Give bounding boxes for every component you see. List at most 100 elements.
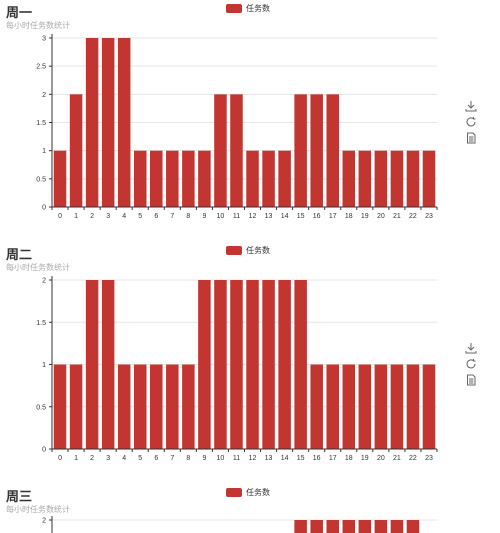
bar: [326, 364, 339, 449]
bar: [53, 150, 67, 207]
download-icon[interactable]: [463, 98, 479, 113]
x-tick-label: 6: [154, 213, 158, 220]
bar: [150, 364, 163, 449]
x-tick-label: 1: [74, 213, 78, 220]
bar: [406, 364, 420, 449]
bar: [101, 280, 115, 449]
x-tick-label: 21: [393, 455, 401, 462]
x-tick-label: 15: [297, 213, 305, 220]
download-icon[interactable]: [463, 340, 479, 355]
x-tick-label: 3: [106, 455, 110, 462]
x-tick-label: 9: [202, 455, 206, 462]
x-tick-label: 2: [90, 455, 94, 462]
y-tick-label: 0: [42, 447, 46, 454]
bar: [406, 150, 420, 207]
x-tick-label: 20: [377, 213, 385, 220]
x-tick-label: 22: [409, 455, 417, 462]
y-tick-label: 2: [42, 518, 46, 525]
bar: [230, 280, 243, 449]
bar: [310, 94, 323, 207]
bar: [390, 364, 404, 449]
chart-subtitle: 每小时任务数统计: [6, 505, 70, 514]
chart-subtitle: 每小时任务数统计: [6, 263, 70, 272]
bar: [182, 150, 195, 207]
bar: [246, 280, 259, 449]
legend[interactable]: 任务数: [226, 244, 270, 256]
y-tick-label: 3: [42, 36, 46, 43]
bar: [214, 94, 227, 207]
bar: [358, 520, 372, 533]
x-tick-label: 18: [345, 455, 353, 462]
bar: [390, 150, 404, 207]
bar: [214, 280, 227, 449]
plot-area: 00.511.520 1 2 3 4 5 6 7 8 9 10 11 12 13 14 15 16 17 18 19 2…: [36, 276, 438, 462]
chart-title: 周二: [6, 247, 33, 262]
restore-icon[interactable]: [463, 356, 479, 371]
legend[interactable]: 任务数: [226, 2, 270, 14]
x-tick-label: 0: [58, 213, 62, 220]
bar: [101, 38, 115, 207]
y-tick-label: 1: [42, 148, 46, 155]
y-tick-label: 1.5: [36, 320, 46, 327]
bar: [342, 364, 356, 449]
bar: [166, 150, 179, 207]
bar: [422, 150, 436, 207]
bar: [117, 38, 131, 207]
y-tick-label: 2: [42, 278, 46, 285]
y-tick-label: 2: [42, 92, 46, 99]
bar: [117, 364, 131, 449]
legend[interactable]: 任务数: [226, 486, 270, 498]
x-tick-label: 4: [122, 213, 126, 220]
x-tick-label: 2: [90, 213, 94, 220]
y-tick-label: 0: [42, 205, 46, 212]
data-view-icon[interactable]: [463, 372, 479, 387]
x-tick-label: 9: [202, 213, 206, 220]
data-view-icon[interactable]: [463, 130, 479, 145]
bar: [390, 520, 404, 533]
bar: [326, 94, 339, 207]
bar: [294, 94, 307, 207]
x-tick-label: 14: [281, 455, 289, 462]
chart-monday: 周一 每小时任务数统计 任务数 0 0.5 1 1.5 2 2.5 3 0 1 2 3 4 5 6 7 8 9 1…: [0, 0, 500, 240]
x-tick-label: 7: [170, 213, 174, 220]
x-tick-label: 1: [74, 455, 78, 462]
bar: [198, 150, 211, 207]
bar: [85, 280, 99, 449]
legend-label: 任务数: [246, 3, 270, 13]
y-tick-label: 0.5: [36, 176, 46, 183]
x-tick-label: 5: [138, 213, 142, 220]
x-tick-label: 18: [345, 213, 353, 220]
x-tick-label: 11: [233, 455, 240, 462]
plot-area: 2: [42, 516, 437, 533]
bar: [166, 364, 179, 449]
x-tick-label: 20: [377, 455, 385, 462]
legend-swatch: [226, 245, 242, 255]
y-tick-label: 0.5: [36, 404, 46, 411]
x-tick-label: 16: [313, 455, 321, 462]
bar: [230, 94, 243, 207]
x-tick-label: 4: [122, 455, 126, 462]
x-tick-label: 0: [58, 455, 62, 462]
bar: [262, 280, 275, 449]
bar: [374, 520, 388, 533]
x-tick-label: 12: [249, 213, 257, 220]
bar: [53, 364, 67, 449]
bar: [326, 520, 339, 533]
x-tick-label: 3: [106, 213, 110, 220]
bar: [358, 150, 372, 207]
x-tick-label: 10: [217, 213, 225, 220]
plot-area: 00.511.522.530 1 2 3 4 5 6 7 8 9 10 11 12 13 14 15 16 17 1…: [36, 34, 438, 220]
toolbox: [463, 340, 479, 387]
restore-icon[interactable]: [463, 114, 479, 129]
bar: [310, 364, 323, 449]
x-tick-label: 10: [217, 455, 225, 462]
x-tick-label: 7: [170, 455, 174, 462]
bar: [294, 520, 307, 533]
bar: [278, 150, 291, 207]
bar: [358, 364, 372, 449]
bar: [246, 150, 259, 207]
x-tick-label: 13: [265, 213, 273, 220]
x-tick-label: 17: [329, 455, 337, 462]
bar: [374, 364, 388, 449]
chart-wednesday: 周三 每小时任务数统计 任务数 2: [0, 484, 500, 533]
